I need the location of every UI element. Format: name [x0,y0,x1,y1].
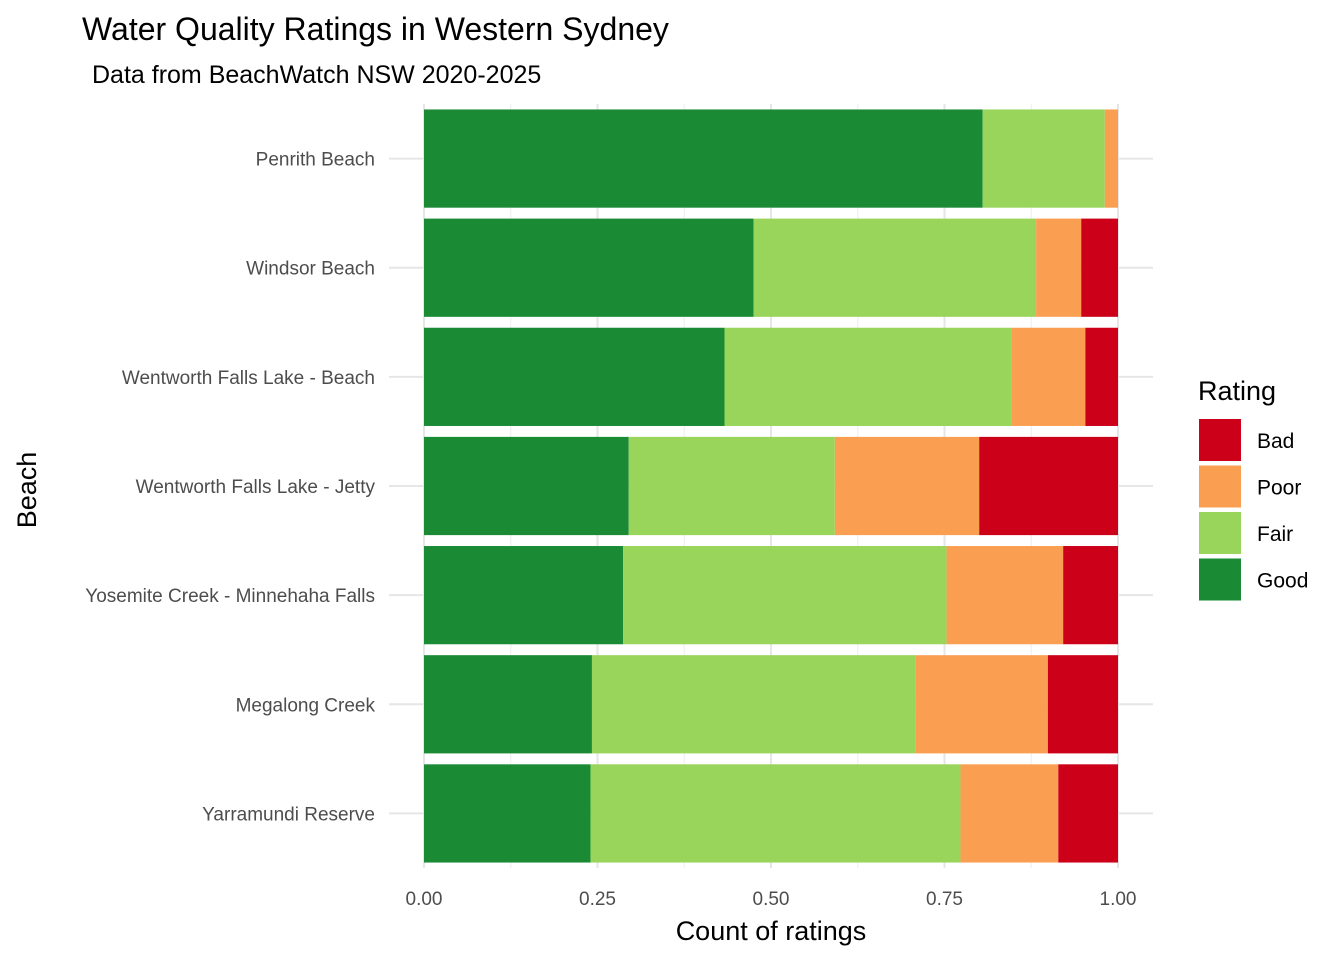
bar-poor-6 [915,655,1048,754]
bar-good-5 [424,546,624,645]
bar-poor-7 [960,764,1059,863]
bar-fair-4 [628,436,835,536]
bar-bad-3 [1085,327,1118,426]
bar-fair-1 [982,109,1105,208]
bar-bad-5 [1063,546,1118,645]
legend-label-fair: Fair [1257,523,1293,546]
x-tick-label: 1.00 [1100,889,1137,910]
bar-good-2 [424,218,754,317]
y-axis-ticks: Penrith Beach Windsor Beach Wentworth Fall… [85,150,375,826]
x-tick-label: 0.50 [753,889,790,910]
bar-good-6 [424,655,592,754]
bar-bad-4 [979,436,1118,536]
bar-poor-2 [1036,218,1082,317]
bar-good-3 [424,327,725,426]
y-tick-label: Windsor Beach [246,259,375,280]
bar-good-7 [424,764,591,863]
bar-fair-3 [724,327,1012,426]
legend-key-poor [1199,465,1241,508]
y-tick-label: Megalong Creek [236,695,376,716]
legend-label-good: Good [1257,570,1308,593]
x-tick-label: 0.00 [406,889,443,910]
bar-poor-4 [834,436,980,536]
bar-bad-6 [1047,655,1118,754]
y-tick-label: Yosemite Creek - Minnehaha Falls [85,586,375,607]
y-axis-title: Beach [12,452,42,529]
x-tick-label: 0.25 [579,889,616,910]
bar-poor-3 [1011,327,1086,426]
legend-label-bad: Bad [1257,430,1294,453]
bar-fair-7 [590,764,961,863]
legend-items: Bad Poor Fair Good [1199,419,1308,601]
legend-key-good [1199,558,1241,601]
bar-good-1 [424,109,983,208]
x-tick-label: 0.75 [926,889,963,910]
bar-fair-6 [591,655,916,754]
y-tick-label: Wentworth Falls Lake - Jetty [136,477,376,498]
x-axis-title: Count of ratings [676,916,867,946]
bar-bad-7 [1058,764,1118,863]
x-axis-ticks: 0.00 0.25 0.50 0.75 1.00 [406,889,1137,910]
chart-title: Water Quality Ratings in Western Sydney [82,11,669,47]
legend-key-bad [1199,419,1241,461]
bar-poor-1 [1104,109,1118,208]
bar-fair-2 [753,218,1037,317]
y-tick-label: Yarramundi Reserve [202,804,375,825]
chart-subtitle: Data from BeachWatch NSW 2020-2025 [92,61,541,89]
legend-key-fair [1199,512,1241,554]
bar-fair-5 [623,546,947,645]
legend-title: Rating [1198,376,1276,406]
legend: Rating Bad Poor Fair Good [1198,376,1308,601]
bars [424,109,1118,863]
legend-label-poor: Poor [1257,477,1301,500]
y-tick-label: Wentworth Falls Lake - Beach [122,368,375,389]
bar-poor-5 [946,546,1064,645]
y-tick-label: Penrith Beach [256,150,375,171]
bar-good-4 [424,436,629,536]
bar-bad-2 [1081,218,1118,317]
